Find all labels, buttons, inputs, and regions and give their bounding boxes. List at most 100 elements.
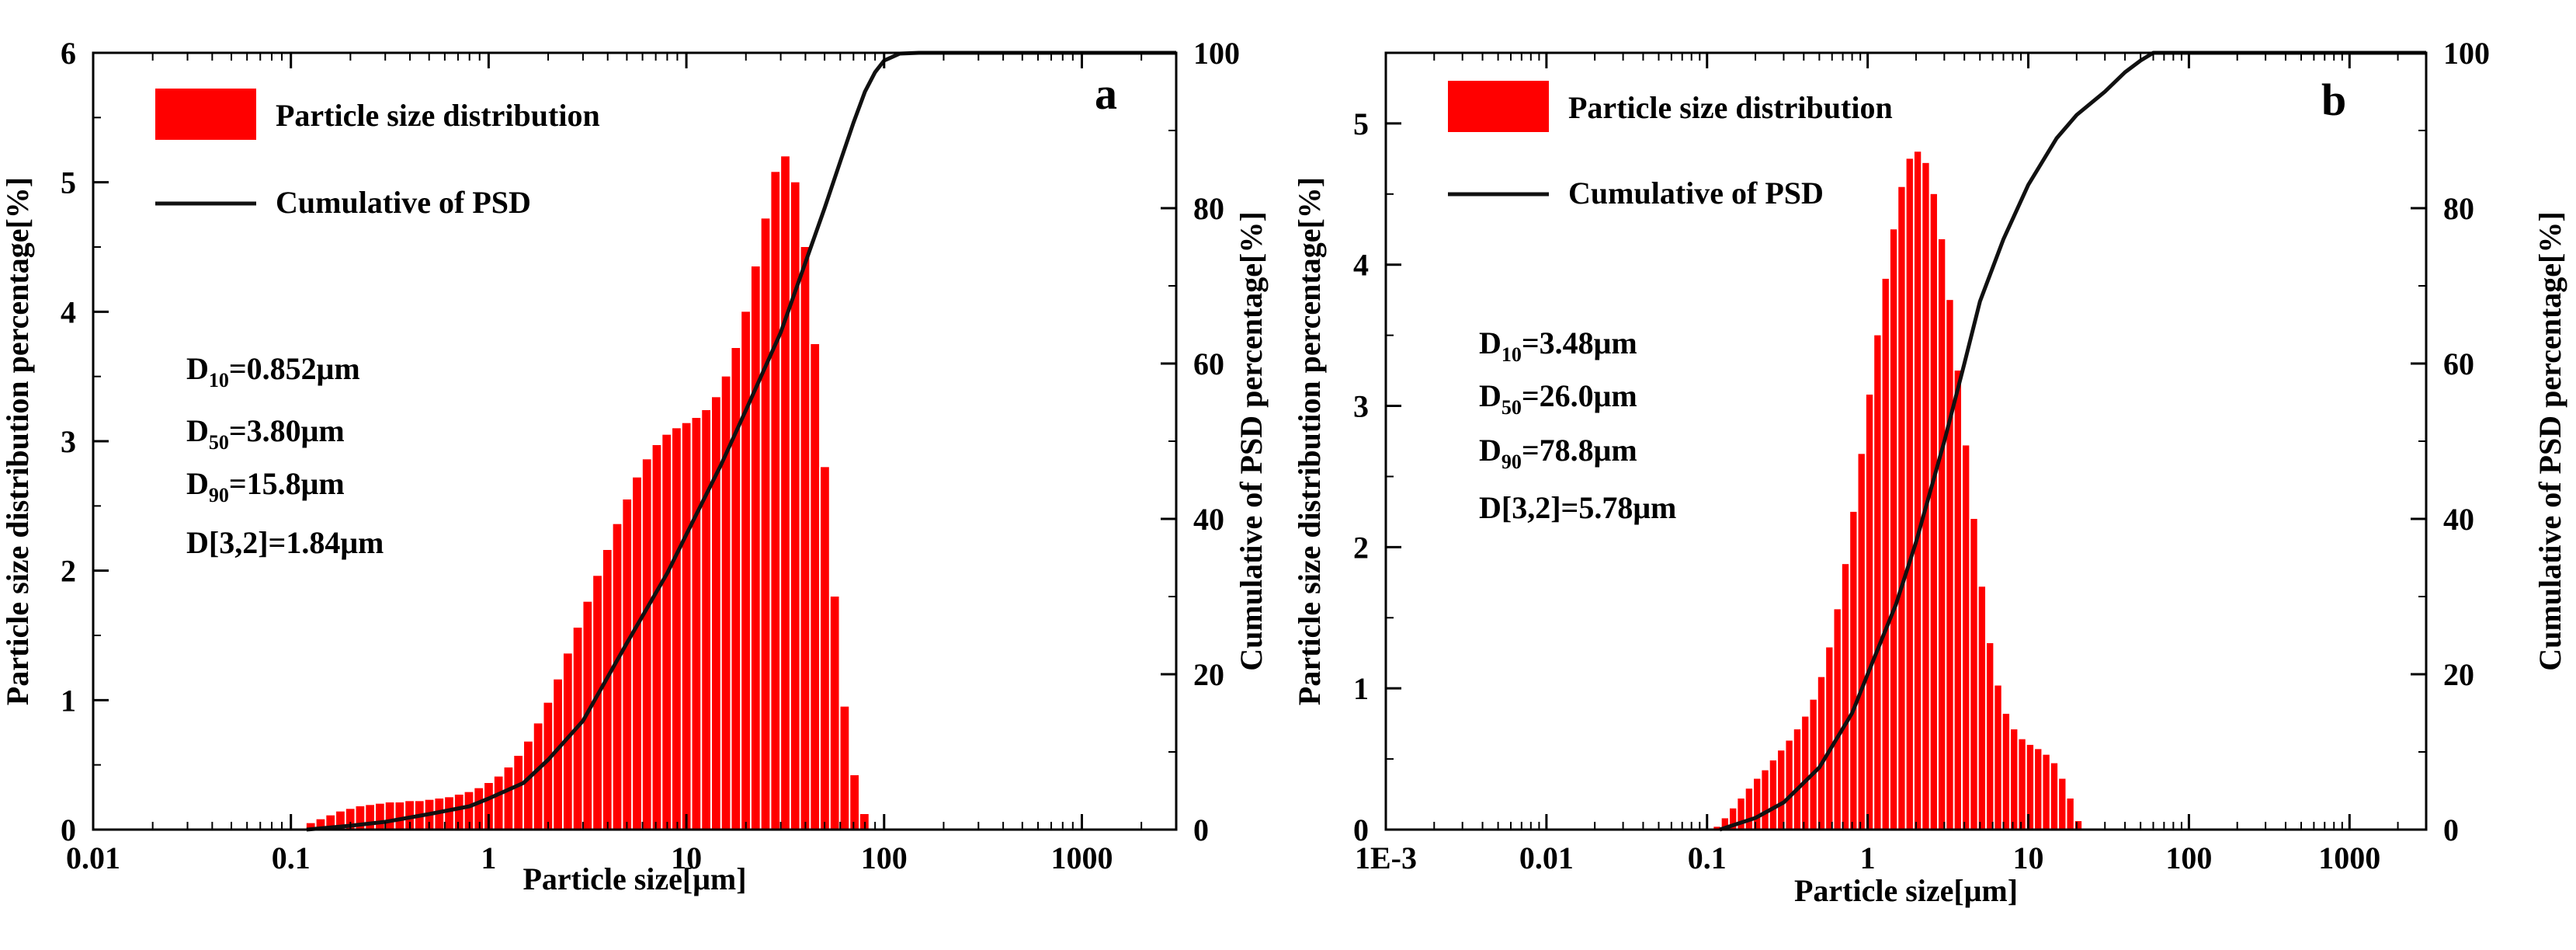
panel-b-bar xyxy=(1802,716,1809,830)
panel-a-bar xyxy=(593,576,602,830)
panel-a-y2-tick-label: 60 xyxy=(1193,346,1224,381)
panel-a-bar xyxy=(790,182,800,830)
panel-a-bar xyxy=(662,434,672,830)
panel-b-bar xyxy=(2002,713,2010,830)
panel-b-bar xyxy=(1842,564,1849,830)
panel-a-y2-tick-label: 100 xyxy=(1193,36,1240,71)
panel-b-bar xyxy=(2050,763,2058,830)
panel-b-y2-tick-label: 100 xyxy=(2443,36,2490,71)
panel-b-bar xyxy=(1786,740,1793,830)
panel-a-y-tick-label: 0 xyxy=(61,813,76,847)
panel-a-y-tick-label: 2 xyxy=(61,554,76,589)
panel-b-legend-bar-label: Particle size distribution xyxy=(1568,90,1893,125)
panel-a-bar xyxy=(761,218,770,830)
panel-b-y2-tick-label: 80 xyxy=(2443,191,2474,226)
panel-b-bar xyxy=(2059,778,2066,830)
panel-b-bar xyxy=(1914,151,1922,830)
panel-b-y-tick-label: 1 xyxy=(1353,671,1369,706)
panel-b-x-tick-label: 1E-3 xyxy=(1355,840,1417,875)
panel-a-bar xyxy=(345,809,355,830)
panel-a-stat-2: D90=15.8μm xyxy=(186,466,345,506)
panel-a-bar xyxy=(524,741,533,830)
panel-a-y-tick-label: 5 xyxy=(61,165,76,200)
panel-a-bar xyxy=(821,467,829,830)
panel-b-bar xyxy=(1858,454,1865,830)
panel-b-y-tick-label: 0 xyxy=(1353,813,1369,847)
panel-a-legend-bar-label: Particle size distribution xyxy=(276,98,600,133)
panel-b-stat-1: D50=26.0μm xyxy=(1479,378,1637,419)
panel-b-x-tick-label: 0.1 xyxy=(1688,840,1727,875)
panel-b-y-tick-label: 2 xyxy=(1353,530,1369,565)
panel-b-legend-bar-swatch xyxy=(1448,81,1549,132)
panel-b-y-tick-label: 5 xyxy=(1353,106,1369,141)
panel-a-bar xyxy=(721,376,731,830)
panel-b-bar xyxy=(1922,162,1929,830)
panel-b-bar xyxy=(1987,643,1994,830)
panel-a-x-tick-label: 1 xyxy=(481,840,496,875)
panel-b-x-tick-label: 10 xyxy=(2013,840,2044,875)
panel-a-y2-tick-label: 40 xyxy=(1193,502,1224,537)
panel-b-y2-tick-label: 40 xyxy=(2443,502,2474,537)
panel-a-bar xyxy=(702,410,710,830)
panel-a-y-tick-label: 6 xyxy=(61,36,76,71)
panel-a-bar xyxy=(533,723,543,830)
panel-b-bar xyxy=(1954,371,1961,830)
panel-b-bar xyxy=(1906,158,1913,830)
panel-b-bar xyxy=(2074,821,2082,830)
panel-a-x-tick-label: 10 xyxy=(671,840,702,875)
panel-b-bar xyxy=(1834,609,1841,830)
panel-b-y-tick-label: 3 xyxy=(1353,389,1369,424)
panel-b-stat-0: D10=3.48μm xyxy=(1479,325,1637,366)
panel-a-bar xyxy=(731,348,741,830)
panel-b-bar xyxy=(1970,519,1977,830)
panel-b-bar xyxy=(1866,395,1873,830)
panel-a-bar xyxy=(504,767,513,830)
panel-b-bar xyxy=(1713,826,1720,830)
panel-a-y-axis-title: Particle size distribution percentage[%] xyxy=(0,177,35,705)
panel-b-bar xyxy=(1769,760,1777,830)
panel-a-x-tick-label: 0.01 xyxy=(66,840,120,875)
panel-b-y2-tick-label: 20 xyxy=(2443,657,2474,692)
panel-a-bar xyxy=(356,806,365,830)
panel-b-x-tick-label: 0.01 xyxy=(1519,840,1574,875)
panel-a-bar xyxy=(602,550,612,830)
panel-a-bar xyxy=(811,344,820,830)
panel-a-y-tick-label: 1 xyxy=(61,683,76,718)
panel-a-bar xyxy=(336,811,345,830)
panel-b-letter: b xyxy=(2321,75,2346,125)
panel-a-x-tick-label: 1000 xyxy=(1050,840,1113,875)
panel-b-y2-tick-label: 0 xyxy=(2443,813,2459,847)
panel-b-bar xyxy=(1738,799,1745,830)
panel-b-x-tick-label: 100 xyxy=(2165,840,2212,875)
panel-b-x-tick-label: 1000 xyxy=(2318,840,2380,875)
panel-b-stat-3: D[3,2]=5.78μm xyxy=(1479,490,1676,525)
panel-a-bar xyxy=(554,679,562,830)
panel-b-bar xyxy=(1962,445,1970,830)
panel-a-bar xyxy=(672,428,681,830)
panel-a-legend-bar-swatch xyxy=(155,89,256,140)
panel-b-x-tick-label: 1 xyxy=(1860,840,1876,875)
panel-b-bar xyxy=(1874,335,1881,830)
panel-b-legend-line-label: Cumulative of PSD xyxy=(1568,176,1824,211)
panel-a-letter: a xyxy=(1095,68,1117,119)
panel-a-bar xyxy=(484,783,493,830)
panel-b-bar xyxy=(1826,647,1833,830)
panel-a-bar xyxy=(474,788,484,830)
panel-a-stat-0: D10=0.852μm xyxy=(186,351,360,391)
panel-a-y-tick-label: 4 xyxy=(61,294,76,329)
panel-a-bar xyxy=(376,803,384,830)
panel-b-y-tick-label: 4 xyxy=(1353,248,1369,283)
panel-b-bar xyxy=(1946,300,1953,830)
panel-a-bar xyxy=(514,756,523,830)
panel-b-bar xyxy=(1978,586,1986,830)
panel-a-bar xyxy=(405,801,414,830)
panel-b-bar xyxy=(2035,749,2042,830)
panel-b-bar xyxy=(2026,744,2034,830)
panel-a-bar xyxy=(395,802,404,830)
panel-a-bar xyxy=(652,445,661,830)
panel-a-bar xyxy=(751,266,760,830)
panel-a-legend-line-label: Cumulative of PSD xyxy=(276,185,531,220)
panel-a-bar xyxy=(464,792,474,830)
panel-a-bar xyxy=(306,823,315,830)
panel-b-bar xyxy=(2043,754,2050,830)
